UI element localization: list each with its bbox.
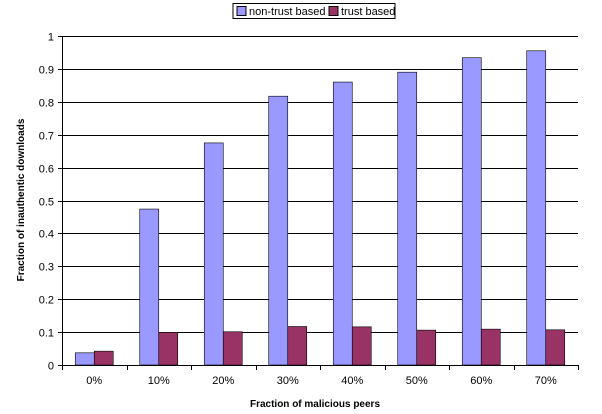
x-tick-label: 10% <box>148 375 170 387</box>
x-tick-labels: 0% 10% 20% 30% 40% 50% 60% 70% <box>86 375 557 387</box>
axes <box>58 36 579 370</box>
legend-swatch-non-trust <box>236 6 247 16</box>
bar-trust-5 <box>416 329 437 366</box>
y-tick-label: 0 <box>48 361 54 373</box>
y-axis-title: Fraction of inauthentic downloads <box>16 118 27 281</box>
x-axis-title: Fraction of malicious peers <box>250 399 380 410</box>
bar-trust-2 <box>222 331 243 366</box>
y-tick-label: 0.8 <box>39 98 54 110</box>
bar-non-trust-0 <box>74 352 95 366</box>
x-tick-label: 60% <box>470 375 492 387</box>
bar-non-trust-6 <box>461 57 482 366</box>
legend-frame <box>232 3 396 19</box>
x-tick-label: 50% <box>406 375 428 387</box>
x-tick-label: 20% <box>212 375 234 387</box>
legend-label-trust: trust based <box>341 6 395 18</box>
y-tick-label: 0.9 <box>39 65 54 77</box>
bar-non-trust-7 <box>526 50 547 366</box>
x-tick-label: 0% <box>86 375 102 387</box>
bar-trust-1 <box>158 332 179 366</box>
bars <box>74 50 566 366</box>
bar-trust-4 <box>351 326 372 366</box>
y-tick-labels: 0 0.1 0.2 0.3 0.4 0.5 0.6 0.7 0.8 0.9 1 <box>39 32 54 373</box>
bar-non-trust-3 <box>268 95 289 366</box>
y-tick-label: 1 <box>48 32 54 44</box>
y-tick-label: 0.3 <box>39 262 54 274</box>
x-tick-label: 40% <box>341 375 363 387</box>
legend-label-non-trust: non-trust based <box>249 6 325 18</box>
gridlines <box>62 36 578 333</box>
bar-trust-0 <box>93 350 114 366</box>
y-tick-label: 0.5 <box>39 197 54 209</box>
legend-swatch-trust <box>328 6 339 16</box>
bar-non-trust-1 <box>139 208 160 366</box>
y-tick-label: 0.2 <box>39 295 54 307</box>
y-tick-label: 0.7 <box>39 131 54 143</box>
bar-trust-6 <box>480 328 501 366</box>
y-tick-label: 0.6 <box>39 164 54 176</box>
x-tick-label: 30% <box>277 375 299 387</box>
y-tick-label: 0.4 <box>39 229 54 241</box>
legend: non-trust based trust based <box>232 3 396 19</box>
bar-trust-3 <box>287 326 308 366</box>
y-tick-label: 0.1 <box>39 328 54 340</box>
x-tick-label: 70% <box>535 375 557 387</box>
bar-non-trust-2 <box>203 142 224 366</box>
bar-trust-7 <box>545 329 566 366</box>
bar-non-trust-4 <box>332 81 353 366</box>
bar-non-trust-5 <box>397 71 418 366</box>
